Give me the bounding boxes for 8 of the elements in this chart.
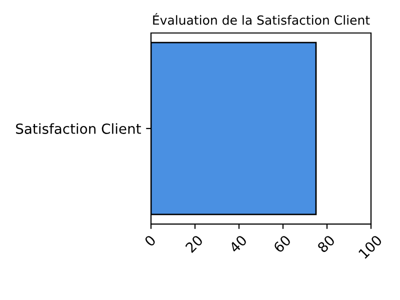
chart-title: Évaluation de la Satisfaction Client xyxy=(153,13,370,25)
x-tick-label: 80 xyxy=(316,234,336,254)
x-tick-label: 60 xyxy=(272,234,292,254)
x-tick-label: 100 xyxy=(358,234,383,259)
x-tick-label: 40 xyxy=(228,234,248,254)
x-tick-label: 0 xyxy=(144,234,156,247)
y-tick-label: Satisfaction Client xyxy=(16,123,141,134)
x-tick-label: 20 xyxy=(184,234,204,254)
